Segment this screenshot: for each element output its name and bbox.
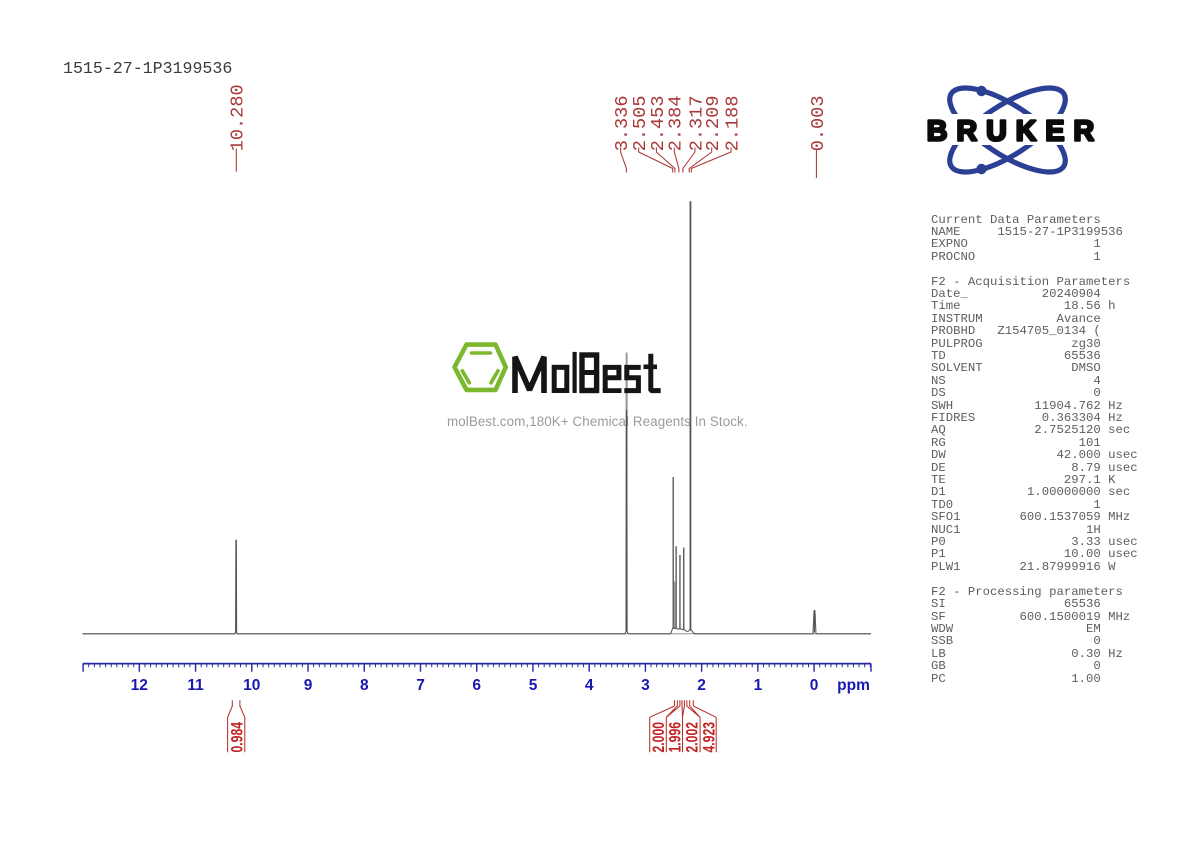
svg-text:2.453: 2.453 xyxy=(648,96,669,152)
svg-text:0.003: 0.003 xyxy=(808,96,829,152)
svg-text:3.336: 3.336 xyxy=(612,96,633,152)
svg-text:0.984: 0.984 xyxy=(229,722,247,753)
svg-text:2.209: 2.209 xyxy=(703,96,724,152)
svg-text:10.280: 10.280 xyxy=(228,84,249,151)
svg-text:2.188: 2.188 xyxy=(722,96,743,152)
svg-text:4.923: 4.923 xyxy=(701,722,719,753)
svg-text:BRUKER: BRUKER xyxy=(927,116,1103,148)
svg-text:1.996: 1.996 xyxy=(667,722,685,753)
svg-text:2.384: 2.384 xyxy=(666,96,687,152)
svg-text:2.317: 2.317 xyxy=(686,96,707,152)
svg-text:2.002: 2.002 xyxy=(684,722,702,753)
svg-text:2.505: 2.505 xyxy=(630,96,651,152)
svg-text:2.000: 2.000 xyxy=(651,722,669,753)
